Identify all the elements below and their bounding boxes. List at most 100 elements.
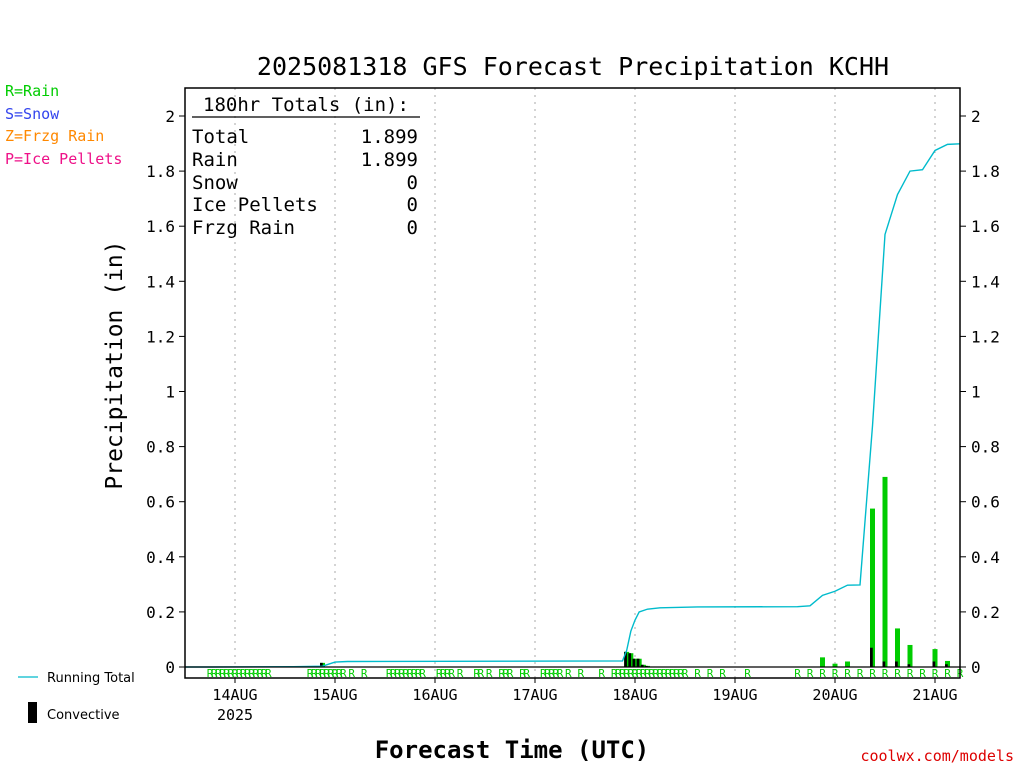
precip-type-mark: R (819, 667, 826, 680)
precip-type-mark: R (673, 667, 680, 680)
grid (234, 88, 936, 678)
y-tick-label-right: 0.2 (971, 603, 1000, 622)
precip-type-mark: R (869, 667, 876, 680)
convective-bar (882, 661, 886, 667)
y-tick-label-right: 1.8 (971, 162, 1000, 181)
precip-type-mark: R (207, 667, 214, 680)
legend-rain: R=Rain (5, 82, 59, 100)
convective-bar (636, 658, 640, 667)
precip-type-mark: R (540, 667, 547, 680)
convective-bar (895, 661, 898, 667)
convective-bar (640, 664, 644, 667)
convective-bar (628, 653, 632, 667)
y-tick-label-right: 1 (971, 383, 981, 402)
precip-type-mark: R (694, 667, 701, 680)
y-axis-label: Precipitation (in) (102, 240, 128, 489)
precip-type-mark: R (240, 667, 247, 680)
precip-type-mark: R (544, 667, 551, 680)
totals-box: 180hr Totals (in): Total 1.899 Rain 1.89… (192, 94, 420, 239)
convective-bar (320, 662, 323, 667)
convective-bar (624, 651, 627, 667)
precip-type-mark: R (707, 667, 714, 680)
x-year-label: 2025 (217, 706, 253, 724)
totals-value-frzg-rain: 0 (407, 217, 418, 239)
rain-bar (870, 508, 875, 667)
legend-snow: S=Snow (5, 105, 60, 123)
precip-type-mark: R (598, 667, 605, 680)
precip-type-mark: R (857, 667, 864, 680)
x-tick-label: 16AUG (412, 686, 457, 704)
precip-type-mark: R (615, 667, 622, 680)
plot-frame (184, 87, 961, 679)
precip-type-mark: R (340, 667, 347, 680)
y-tick-label-left: 1.8 (146, 162, 175, 181)
convective-legend-swatch (28, 702, 37, 723)
totals-label-ice-pellets: Ice Pellets (192, 194, 318, 216)
precip-type-mark: R (457, 667, 464, 680)
y-tick-label-left: 2 (165, 107, 175, 126)
precip-type-legend: R=Rain S=Snow Z=Frzg Rain P=Ice Pellets (5, 82, 122, 168)
x-tick-label: 19AUG (712, 686, 757, 704)
precip-type-mark: R (228, 667, 235, 680)
y-tick-label-left: 1.2 (146, 327, 175, 346)
precip-type-mark: R (336, 667, 343, 680)
totals-value-ice-pellets: 0 (407, 194, 418, 216)
rain-bar (882, 476, 888, 667)
totals-label-snow: Snow (192, 172, 238, 194)
precip-type-mark: R (832, 667, 839, 680)
x-tick-label: 17AUG (512, 686, 557, 704)
precip-type-mark: R (398, 667, 405, 680)
precip-type-mark: R (894, 667, 901, 680)
rain-bar (845, 661, 850, 667)
totals-label-total: Total (192, 126, 249, 148)
precip-type-mark: R (632, 667, 639, 680)
precip-type-mark: R (557, 667, 564, 680)
precip-type-mark: R (657, 667, 664, 680)
precip-type-mark: R (628, 667, 635, 680)
totals-label-frzg-rain: Frzg Rain (192, 217, 295, 239)
precip-type-mark: R (807, 667, 814, 680)
precip-type-mark: R (636, 667, 643, 680)
y-tick-label-left: 0.4 (146, 548, 175, 567)
precip-type-mark: R (794, 667, 801, 680)
precip-type-mark: R (478, 667, 485, 680)
credit-link[interactable]: coolwx.com/models (860, 747, 1014, 765)
precip-type-mark: R (436, 667, 443, 680)
precip-type-mark: R (619, 667, 626, 680)
precip-type-mark: R (253, 667, 260, 680)
x-tick-label: 15AUG (312, 686, 357, 704)
y-tick-label-right: 2 (971, 107, 981, 126)
x-axis-label: Forecast Time (UTC) (375, 736, 650, 764)
y-tick-label-left: 1.4 (146, 272, 175, 291)
precip-type-mark: R (682, 667, 689, 680)
rain-bar (832, 663, 838, 667)
precip-type-mark: R (211, 667, 218, 680)
precip-type-mark: R (323, 667, 330, 680)
y-tick-label-right: 0 (971, 658, 981, 677)
precip-type-mark: R (311, 667, 318, 680)
precip-type-mark: R (623, 667, 630, 680)
precip-type-mark: R (486, 667, 493, 680)
precip-type-mark: R (653, 667, 660, 680)
precip-type-mark: R (232, 667, 239, 680)
precip-type-mark: R (223, 667, 230, 680)
precip-type-mark: R (944, 667, 951, 680)
precip-type-mark: R (519, 667, 526, 680)
precip-type-mark: R (932, 667, 939, 680)
precip-type-mark: R (215, 667, 222, 680)
y-tick-label-left: 1 (165, 383, 175, 402)
precip-type-mark: R (444, 667, 451, 680)
precip-type-mark: R (669, 667, 676, 680)
precip-type-mark: R (332, 667, 339, 680)
precip-type-mark: R (386, 667, 393, 680)
totals-label-rain: Rain (192, 149, 238, 171)
x-tick-label: 21AUG (912, 686, 957, 704)
precip-type-mark: R (503, 667, 510, 680)
precip-type-mark: R (390, 667, 397, 680)
convective-bar (932, 661, 936, 667)
precip-type-mark: R (665, 667, 672, 680)
precip-type-mark: R (219, 667, 226, 680)
convective-bar (870, 647, 873, 667)
rain-bar (895, 628, 900, 667)
